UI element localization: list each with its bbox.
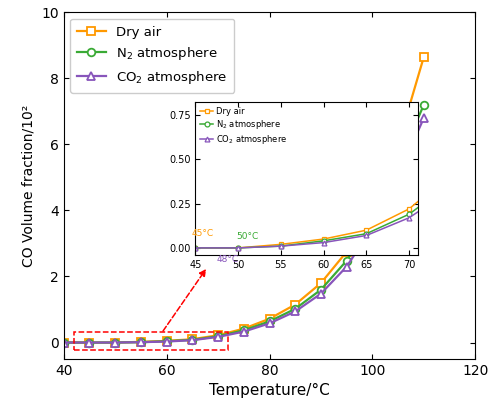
CO$_2$ atmosphere (292, 309, 298, 314)
Dry air (164, 338, 170, 343)
X-axis label: Temperature/°C: Temperature/°C (209, 384, 330, 399)
Bar (74, 332, 228, 350)
N$_2$ atmosphere (318, 287, 324, 292)
N$_2$ atmosphere (164, 339, 170, 344)
CO$_2$ atmosphere (267, 321, 272, 326)
Dry air (190, 337, 196, 341)
Dry air (138, 339, 144, 344)
Dry air (267, 316, 272, 321)
Dry air (369, 205, 375, 210)
N$_2$ atmosphere (395, 162, 401, 166)
N$_2$ atmosphere (241, 328, 247, 333)
CO$_2$ atmosphere (215, 335, 221, 339)
CO$_2$ atmosphere (241, 329, 247, 334)
Dry air (395, 142, 401, 147)
N$_2$ atmosphere (215, 334, 221, 339)
N$_2$ atmosphere (344, 258, 350, 263)
N$_2$ atmosphere (369, 217, 375, 222)
Dry air (292, 302, 298, 307)
N$_2$ atmosphere (267, 319, 272, 324)
CO$_2$ atmosphere (87, 340, 93, 345)
Legend: Dry air, N$_2$ atmosphere, CO$_2$ atmosphere: Dry air, N$_2$ atmosphere, CO$_2$ atmosp… (70, 19, 235, 93)
N$_2$ atmosphere (61, 340, 67, 345)
CO$_2$ atmosphere (344, 264, 350, 269)
Dry air (112, 340, 118, 345)
Line: CO$_2$ atmosphere: CO$_2$ atmosphere (60, 114, 428, 346)
N$_2$ atmosphere (112, 340, 118, 345)
Dry air (241, 326, 247, 331)
Dry air (421, 54, 427, 59)
CO$_2$ atmosphere (395, 173, 401, 178)
Line: N$_2$ atmosphere: N$_2$ atmosphere (60, 101, 428, 346)
CO$_2$ atmosphere (164, 339, 170, 344)
Dry air (61, 340, 67, 345)
Line: Dry air: Dry air (60, 53, 428, 346)
CO$_2$ atmosphere (318, 291, 324, 296)
CO$_2$ atmosphere (190, 338, 196, 343)
N$_2$ atmosphere (421, 102, 427, 107)
N$_2$ atmosphere (292, 306, 298, 311)
N$_2$ atmosphere (190, 337, 196, 342)
CO$_2$ atmosphere (61, 340, 67, 345)
N$_2$ atmosphere (87, 340, 93, 345)
Y-axis label: CO Volume fraction/10²: CO Volume fraction/10² (22, 104, 36, 267)
Dry air (87, 340, 93, 345)
CO$_2$ atmosphere (421, 115, 427, 120)
CO$_2$ atmosphere (138, 340, 144, 345)
CO$_2$ atmosphere (369, 225, 375, 230)
Dry air (215, 333, 221, 338)
Dry air (344, 249, 350, 254)
CO$_2$ atmosphere (112, 340, 118, 345)
Dry air (318, 281, 324, 286)
N$_2$ atmosphere (138, 340, 144, 345)
